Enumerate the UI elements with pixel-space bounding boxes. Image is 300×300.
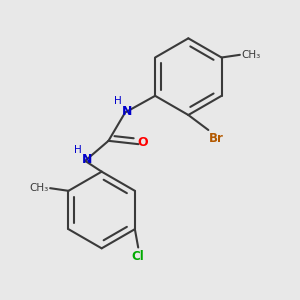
Text: O: O bbox=[137, 136, 148, 149]
Text: CH₃: CH₃ bbox=[30, 183, 49, 193]
Text: CH₃: CH₃ bbox=[241, 50, 260, 60]
Text: H: H bbox=[74, 145, 82, 155]
Text: Br: Br bbox=[209, 132, 224, 145]
Text: H: H bbox=[114, 97, 122, 106]
Text: N: N bbox=[122, 105, 132, 118]
Text: N: N bbox=[82, 153, 92, 166]
Text: Cl: Cl bbox=[132, 250, 145, 263]
